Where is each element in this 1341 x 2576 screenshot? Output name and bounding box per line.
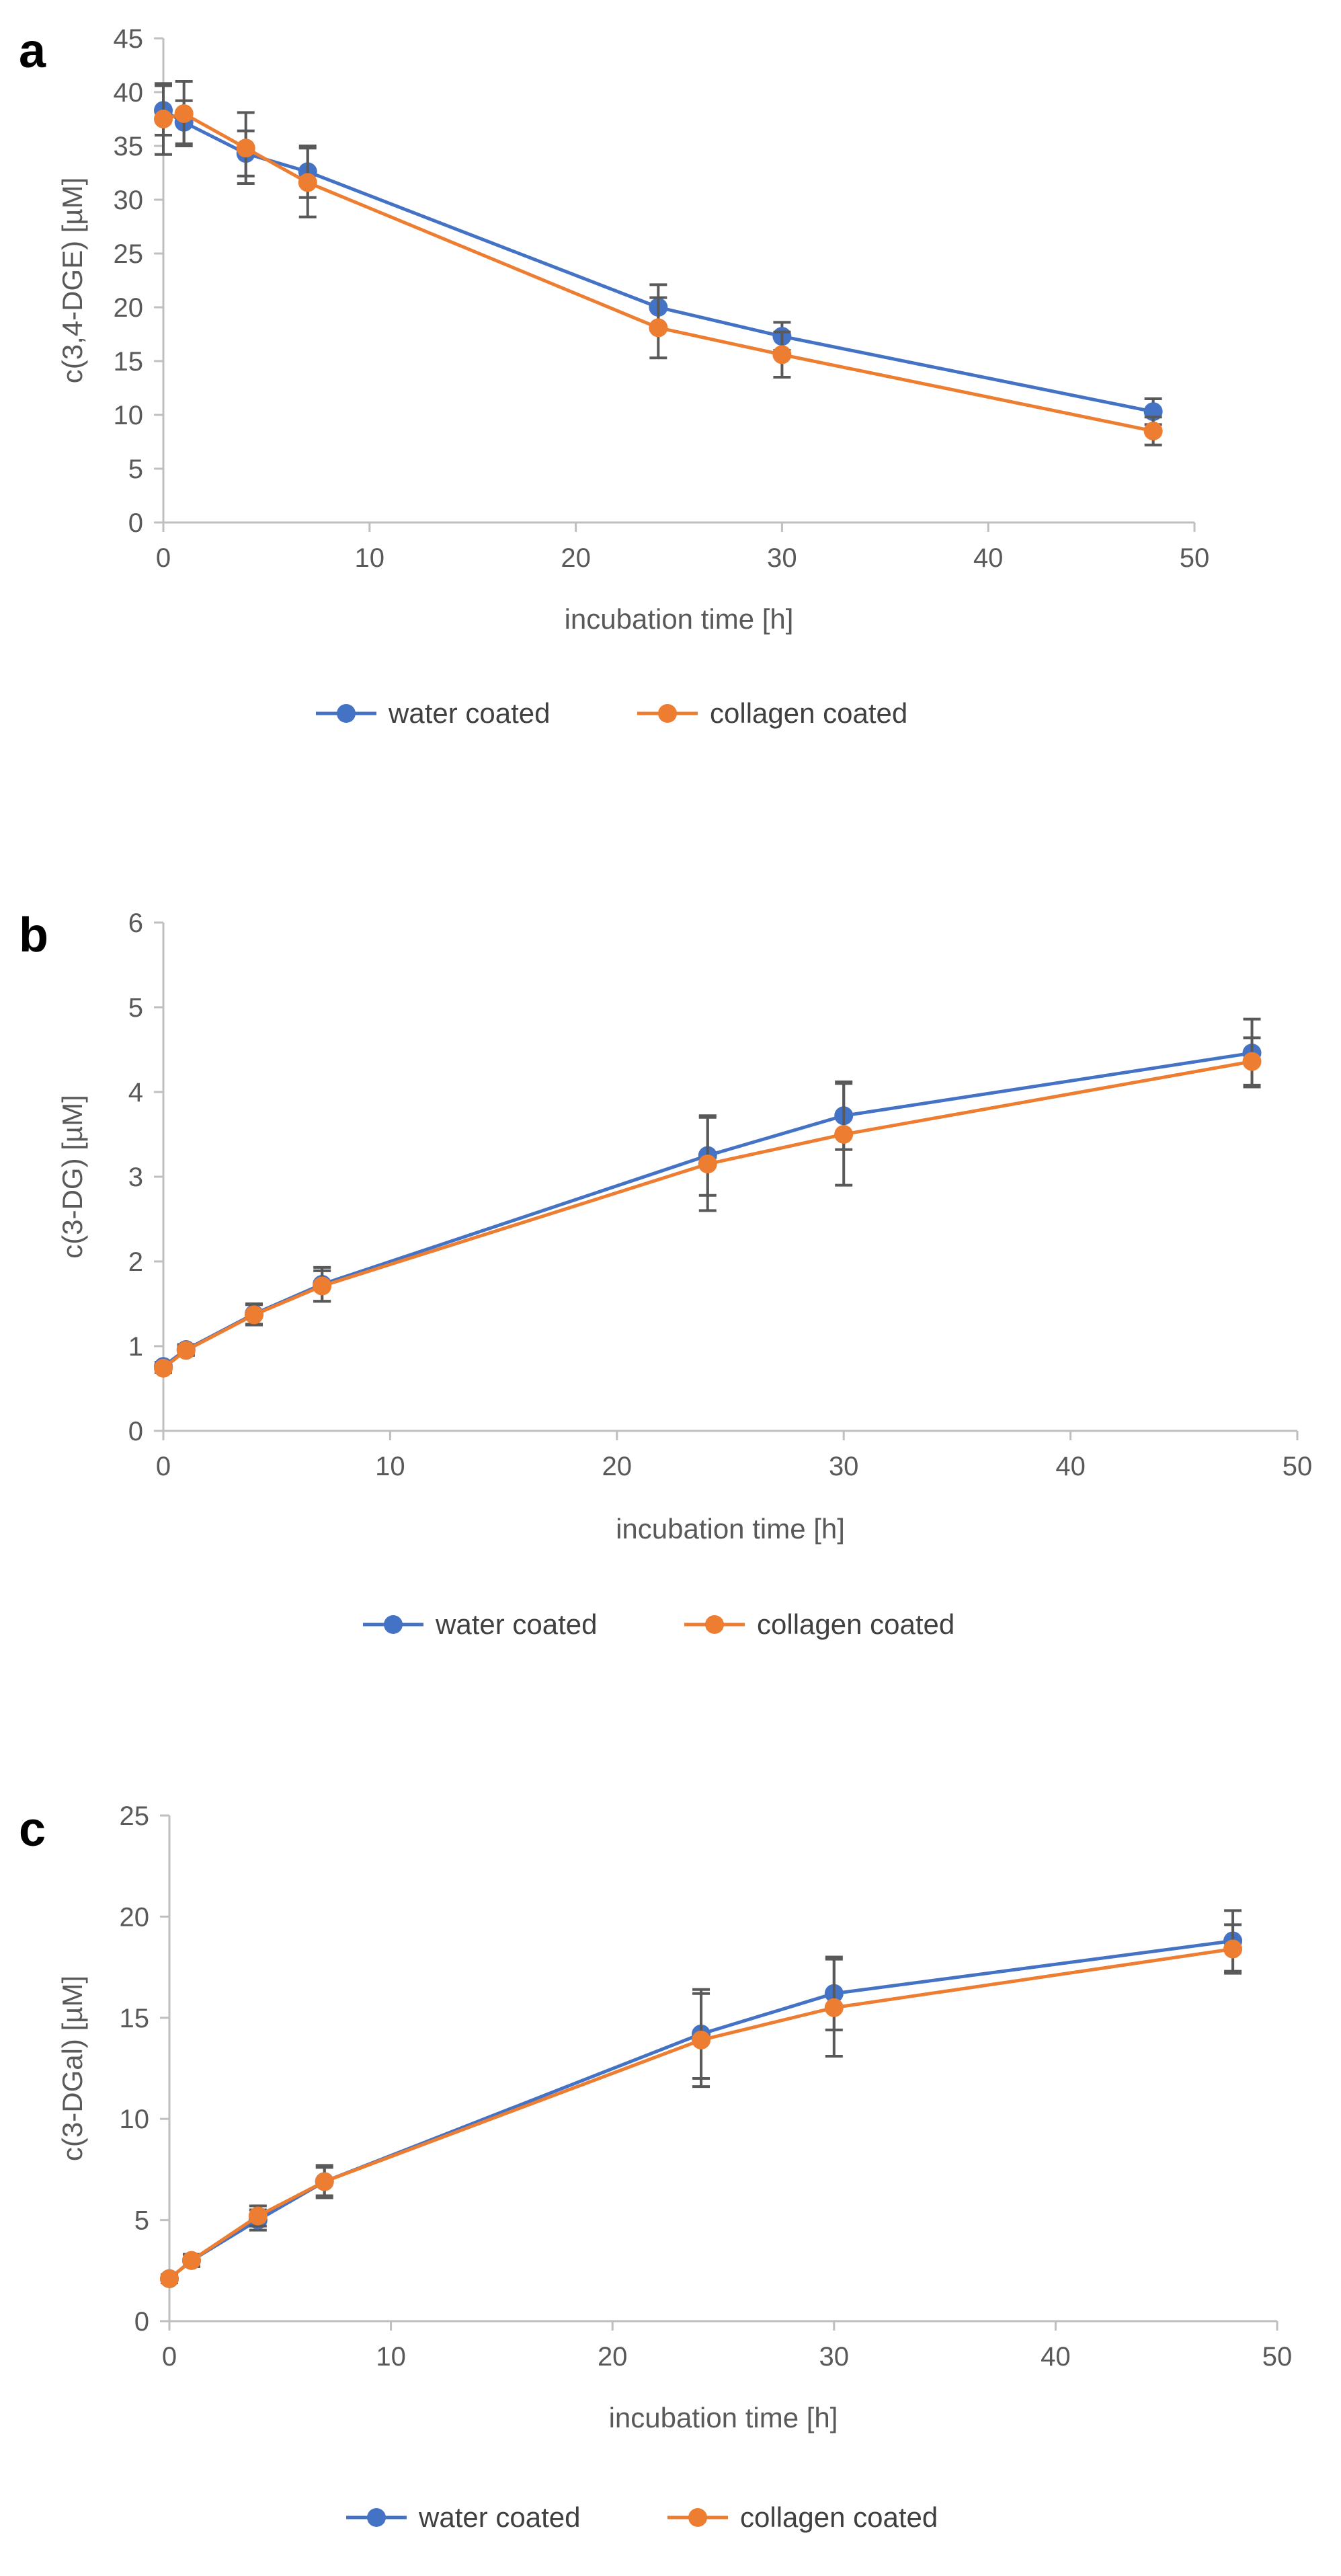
- data-point: [160, 2269, 179, 2288]
- data-point: [315, 2172, 334, 2191]
- y-tick-label: 0: [128, 1417, 143, 1446]
- y-tick-label: 35: [114, 132, 144, 161]
- legend-label: water coated: [388, 697, 550, 729]
- series-line: [162, 109, 1154, 414]
- legend-label: water coated: [435, 1608, 597, 1640]
- y-tick-label: 25: [114, 239, 144, 269]
- x-tick-label: 10: [375, 1452, 405, 1481]
- series-line: [163, 112, 1154, 433]
- y-tick-label: 20: [114, 293, 144, 323]
- legend-swatch-marker: [658, 704, 677, 723]
- y-tick-label: 20: [120, 1902, 150, 1932]
- x-axis-title: incubation time [h]: [565, 603, 794, 635]
- y-tick-label: 1: [128, 1332, 143, 1362]
- data-point: [248, 2206, 268, 2226]
- data-point: [236, 139, 255, 158]
- y-tick-label: 40: [114, 78, 144, 108]
- x-tick-label: 20: [598, 2342, 628, 2372]
- x-axis-title: incubation time [h]: [616, 1513, 845, 1545]
- data-point: [154, 1358, 173, 1378]
- x-tick-label: 40: [1055, 1452, 1086, 1481]
- x-tick-label: 40: [973, 543, 1004, 573]
- series-collagen-coated: [154, 1036, 1262, 1378]
- x-tick-label: 50: [1262, 2342, 1293, 2372]
- y-tick-label: 5: [128, 993, 143, 1023]
- legend-label: collagen coated: [710, 697, 907, 729]
- x-tick-label: 50: [1180, 543, 1210, 573]
- series-collagen-coated: [160, 1923, 1243, 2288]
- data-point: [1223, 1939, 1243, 1959]
- series-water-coated: [154, 84, 1163, 426]
- y-tick-label: 10: [120, 2105, 150, 2134]
- y-tick-label: 15: [114, 347, 144, 377]
- series-water-coated: [160, 1909, 1243, 2288]
- y-axis-title: c(3-DGal) [µM]: [56, 1976, 88, 2161]
- legend-swatch-marker: [705, 1615, 724, 1634]
- legend: water coated collagen coated: [363, 1608, 954, 1640]
- x-tick-label: 30: [829, 1452, 859, 1481]
- panel-letter: b: [19, 908, 48, 962]
- x-tick-label: 40: [1041, 2342, 1071, 2372]
- y-tick-label: 0: [128, 508, 143, 538]
- data-point: [824, 1998, 844, 2017]
- x-tick-label: 50: [1283, 1452, 1313, 1481]
- chart-panel-b: b 0 1 2 3 4 5 6 0 10 20 30 40 50 incubation time [h] c(…: [19, 908, 1312, 1640]
- data-point: [174, 104, 194, 123]
- data-point: [698, 1155, 717, 1174]
- data-point: [772, 345, 792, 364]
- panel-letter: a: [19, 24, 46, 78]
- y-tick-label: 45: [114, 24, 144, 54]
- data-point: [298, 173, 317, 192]
- y-tick-label: 5: [128, 455, 143, 484]
- data-point: [313, 1276, 332, 1296]
- y-tick-label: 10: [114, 401, 144, 430]
- legend-swatch-marker: [367, 2508, 386, 2527]
- y-tick-label: 0: [134, 2307, 149, 2337]
- y-tick-label: 3: [128, 1163, 143, 1192]
- y-axis-title: c(3,4-DGE) [µM]: [56, 178, 88, 384]
- y-tick-label: 5: [134, 2206, 149, 2236]
- chart-panel-c: c 0 5 10 15 20 25 0 10 20 30 40 50 incubation time [h…: [19, 1801, 1292, 2533]
- y-tick-label: 15: [120, 2004, 150, 2033]
- data-point: [1143, 422, 1163, 440]
- data-point: [1242, 1052, 1262, 1071]
- legend-label: collagen coated: [740, 2501, 938, 2533]
- x-tick-label: 20: [602, 1452, 633, 1481]
- legend: water coated collagen coated: [316, 697, 907, 729]
- panel-letter: c: [19, 1803, 46, 1857]
- data-point: [244, 1305, 263, 1325]
- x-axis-title: incubation time [h]: [609, 2402, 838, 2433]
- x-tick-label: 10: [355, 543, 385, 573]
- data-point: [692, 2030, 711, 2050]
- y-tick-label: 25: [120, 1801, 150, 1831]
- legend: water coated collagen coated: [346, 2501, 938, 2533]
- x-tick-label: 30: [819, 2342, 850, 2372]
- y-axis-title: c(3-DG) [µM]: [56, 1095, 88, 1259]
- data-point: [176, 1341, 196, 1360]
- legend-swatch-marker: [688, 2508, 707, 2527]
- legend-swatch-marker: [337, 704, 356, 723]
- series-collagen-coated: [154, 80, 1163, 446]
- x-tick-label: 10: [376, 2342, 406, 2372]
- legend-swatch-marker: [384, 1615, 403, 1634]
- x-tick-label: 0: [162, 2342, 177, 2372]
- data-point: [834, 1125, 854, 1144]
- y-tick-label: 4: [128, 1078, 143, 1107]
- y-tick-label: 6: [128, 908, 143, 938]
- data-point: [154, 110, 173, 128]
- chart-panel-a: a 0 5 10 15 20 25 30 35 40 45 0 10 20 30 40 50 incubation…: [19, 24, 1209, 729]
- y-tick-label: 2: [128, 1247, 143, 1277]
- x-tick-label: 30: [767, 543, 797, 573]
- series-line: [162, 1060, 1252, 1370]
- data-point: [181, 2251, 201, 2270]
- legend-label: collagen coated: [757, 1608, 954, 1640]
- legend-label: water coated: [418, 2501, 580, 2533]
- data-point: [649, 318, 668, 338]
- x-tick-label: 0: [156, 543, 171, 573]
- x-tick-label: 20: [561, 543, 591, 573]
- x-tick-label: 0: [156, 1452, 171, 1481]
- y-tick-label: 30: [114, 186, 144, 215]
